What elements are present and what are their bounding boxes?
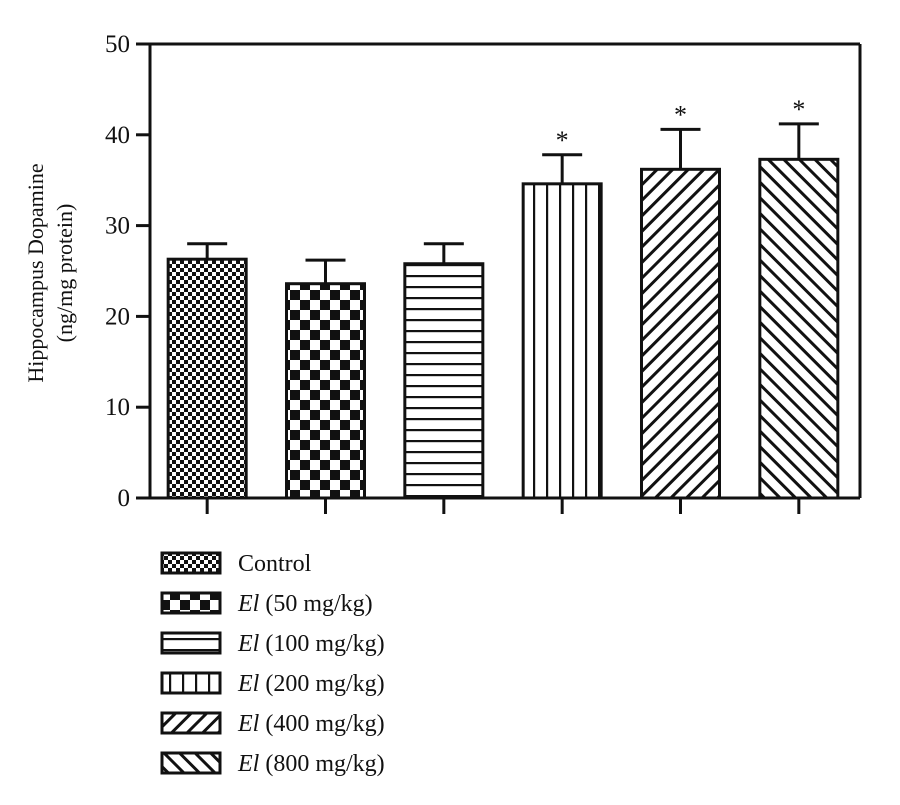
bars: * * * <box>166 95 840 500</box>
y-axis-title-line1: Hippocampus Dopamine <box>23 163 48 382</box>
legend-label-text: Control <box>238 551 312 577</box>
legend-label-text: (200 mg/kg) <box>259 671 384 697</box>
bar <box>640 167 721 500</box>
legend-label-prefix: El <box>237 591 260 617</box>
y-tick-label: 50 <box>105 31 130 58</box>
y-axis-title-line2: (ng/mg protein) <box>52 204 77 343</box>
bar <box>521 182 603 500</box>
legend-item: El (100 mg/kg) <box>160 631 385 657</box>
legend-label-prefix: El <box>237 631 260 657</box>
legend-swatch <box>160 711 222 735</box>
legend-label: El (50 mg/kg) <box>237 591 373 617</box>
y-tick-label: 20 <box>105 303 130 330</box>
significance-marker: * <box>792 95 805 124</box>
bar-group <box>285 258 366 500</box>
y-tick-label: 10 <box>105 394 130 421</box>
legend-item: El (50 mg/kg) <box>160 591 373 617</box>
legend-item: El (800 mg/kg) <box>160 751 385 777</box>
y-tick-label: 40 <box>105 122 130 149</box>
legend-swatch <box>160 751 222 775</box>
y-tick-label: 30 <box>105 213 130 240</box>
significance-marker: * <box>674 100 687 129</box>
legend-label-text: (50 mg/kg) <box>259 591 372 617</box>
legend-label: El (400 mg/kg) <box>237 711 385 737</box>
legend-swatch <box>160 671 222 695</box>
legend-label-prefix: El <box>237 711 260 737</box>
plot-frame <box>150 42 862 498</box>
legend-label: Control <box>238 551 312 577</box>
legend-item: El (200 mg/kg) <box>160 671 385 697</box>
bar <box>166 257 248 500</box>
legend-label-prefix: El <box>237 671 260 697</box>
y-tick-label: 0 <box>118 485 131 512</box>
y-axis: 0 10 20 30 40 50 <box>105 31 152 512</box>
legend-label: El (800 mg/kg) <box>237 751 385 777</box>
legend-swatch <box>160 591 222 615</box>
legend-label-text: (100 mg/kg) <box>259 631 384 657</box>
legend-label-text: (400 mg/kg) <box>259 711 384 737</box>
bar <box>285 282 366 500</box>
legend-item: El (400 mg/kg) <box>160 711 385 737</box>
legend-swatch <box>160 631 222 655</box>
x-axis <box>150 496 860 514</box>
bar-group: * <box>640 100 721 500</box>
bar-group <box>166 242 248 500</box>
legend-label-prefix: El <box>237 751 260 777</box>
bar-group: * <box>521 126 603 500</box>
bar-group <box>403 242 485 500</box>
y-axis-title: Hippocampus Dopamine (ng/mg protein) <box>23 163 77 382</box>
bar <box>758 157 840 500</box>
significance-marker: * <box>556 126 569 155</box>
bar <box>403 262 485 500</box>
legend-label-text: (800 mg/kg) <box>259 751 384 777</box>
legend-item: Control <box>160 551 312 577</box>
legend-swatch <box>160 551 222 575</box>
legend-label: El (200 mg/kg) <box>237 671 385 697</box>
bar-group: * <box>758 95 840 500</box>
legend-label: El (100 mg/kg) <box>237 631 385 657</box>
